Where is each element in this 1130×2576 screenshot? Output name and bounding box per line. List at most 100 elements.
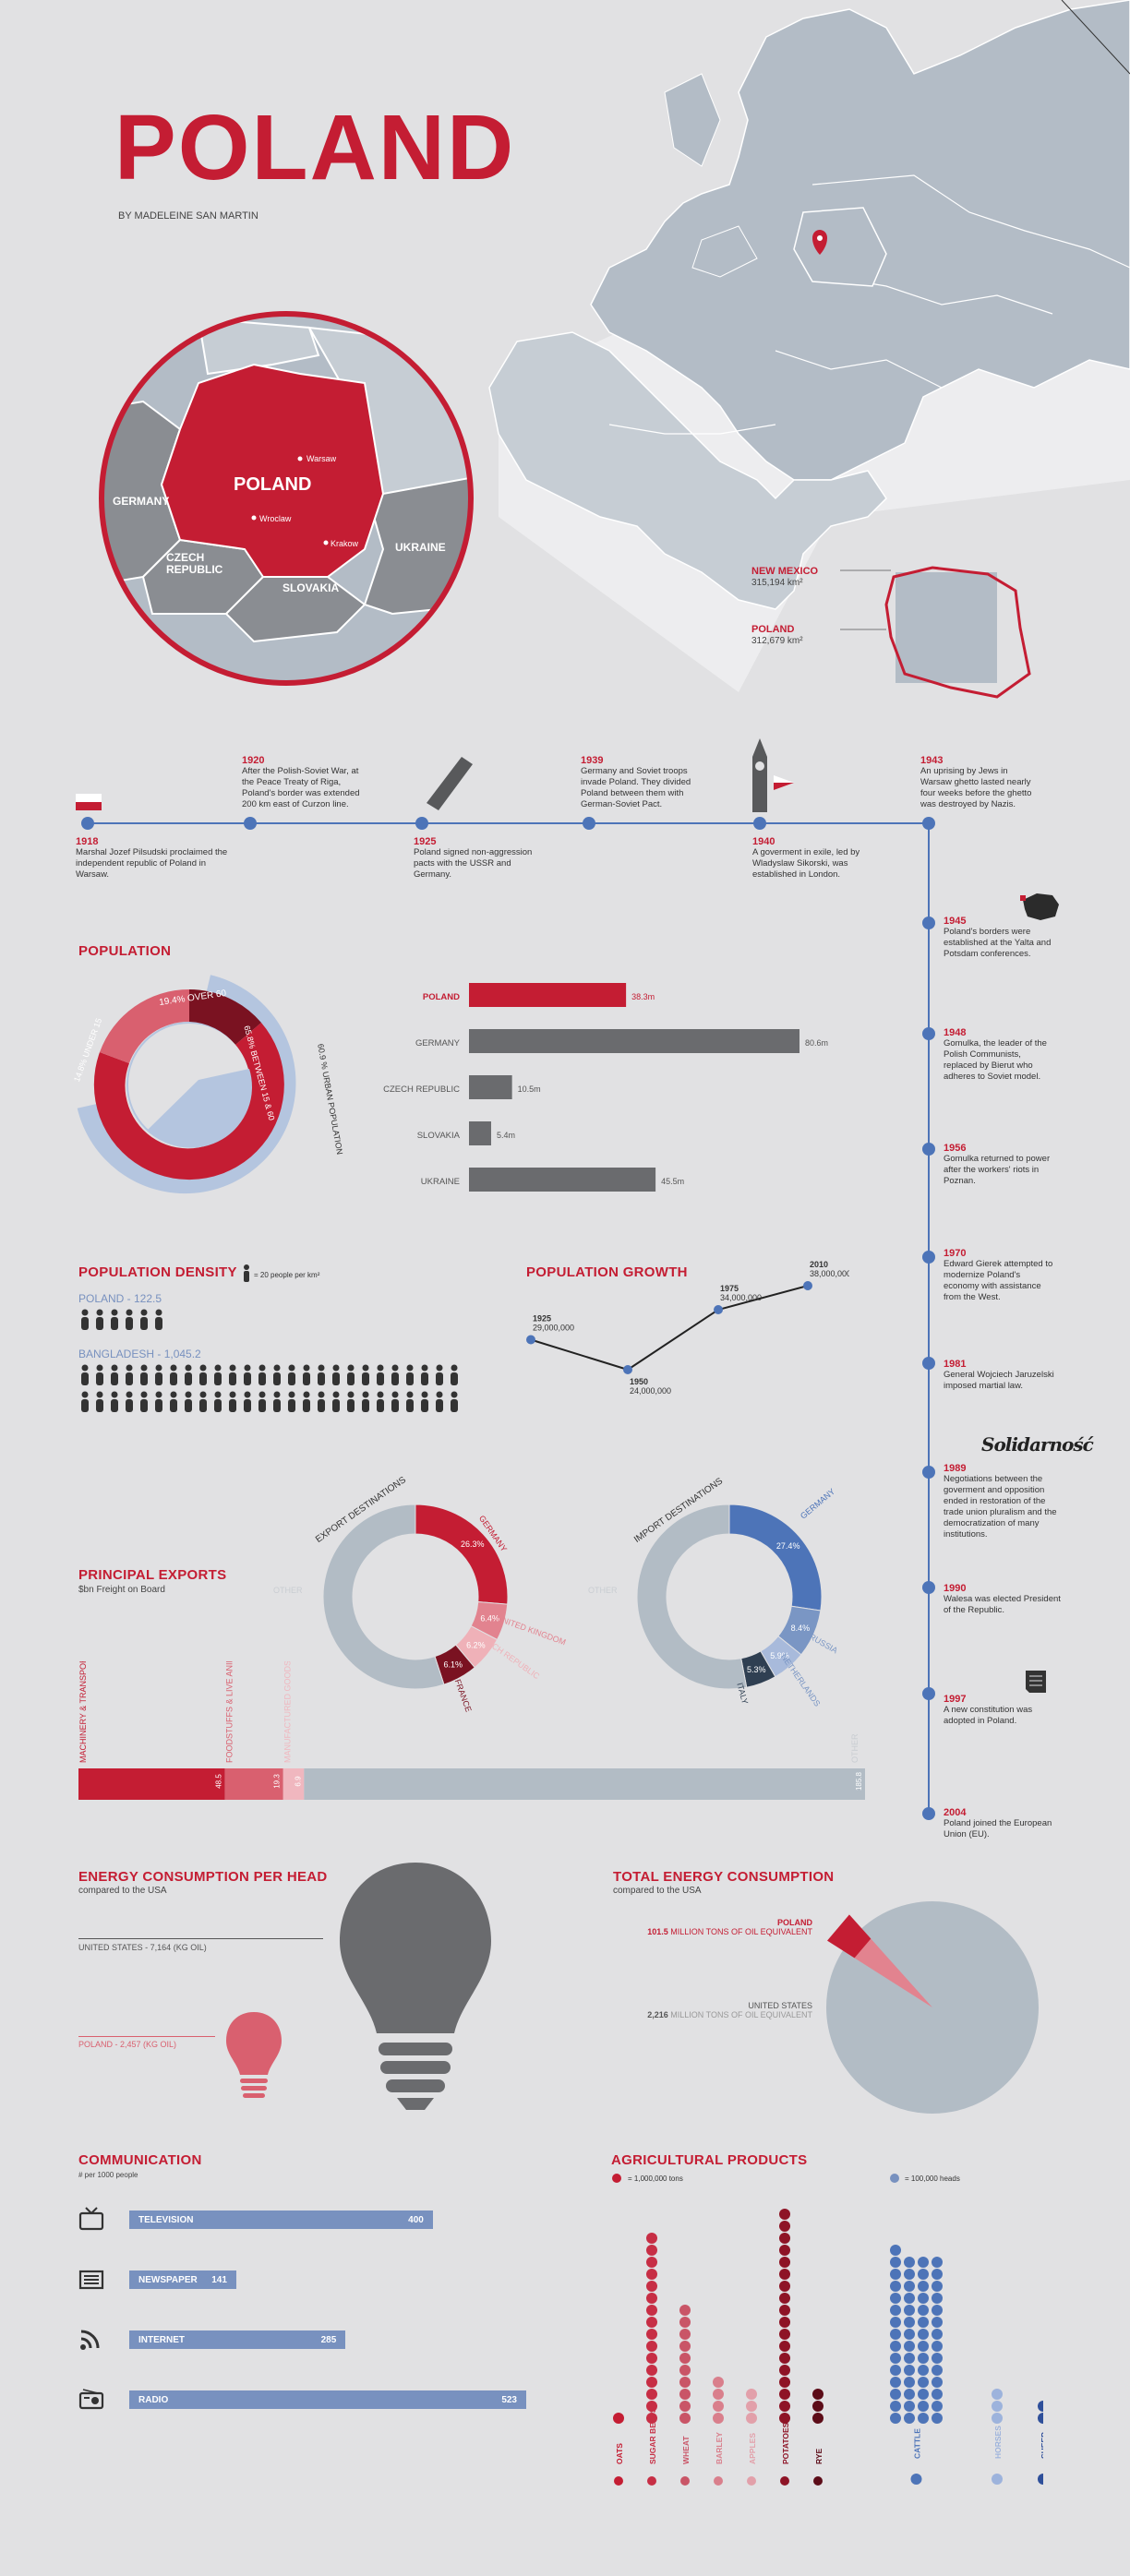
event-year: 1943 <box>920 755 944 766</box>
energy-total-poland-unit: MILLION TONS OF OIL EQUIVALENT <box>670 1927 812 1936</box>
crop-dot <box>646 2257 657 2268</box>
bar-value-label: 80.6m <box>805 1038 828 1048</box>
crop-dot <box>646 2353 657 2364</box>
person-icon <box>214 1364 222 1385</box>
pl-area: 312,679 km² <box>751 636 803 646</box>
agri-title: AGRICULTURAL PRODUCTS <box>611 2152 808 2168</box>
animal-icon <box>1038 2474 1043 2485</box>
animal-dot <box>904 2269 915 2280</box>
animal-dot <box>918 2293 929 2304</box>
crop-dot <box>679 2305 691 2316</box>
crop-icon <box>647 2476 656 2486</box>
animal-dot <box>932 2413 943 2424</box>
crop-dot <box>646 2365 657 2376</box>
energy-head-subtitle: compared to the USA <box>78 1886 167 1896</box>
crop-dot <box>713 2401 724 2412</box>
communication-bar: TELEVISION 400 <box>129 2211 433 2229</box>
bar-category-label: SLOVAKIA <box>417 1131 461 1141</box>
person-icon <box>155 1309 162 1330</box>
animal-label: CATTLE <box>913 2428 922 2459</box>
animal-label: HORSES <box>993 2426 1003 2459</box>
bar-category-label: POLAND <box>423 992 460 1002</box>
population-bar-chart: POLAND 38.3m GERMANY 80.6m CZECH REPUBLIC 10.… <box>383 983 828 1192</box>
animal-dot <box>918 2365 929 2376</box>
crop-dot <box>779 2269 790 2280</box>
energy-total-poland-name: POLAND <box>777 1918 812 1927</box>
energy-total-usa-unit: MILLION TONS OF OIL EQUIVALENT <box>670 2010 812 2019</box>
area-compare-shapes <box>840 566 1031 699</box>
person-icon <box>81 1391 89 1412</box>
energy-total-subtitle: compared to the USA <box>613 1886 702 1896</box>
crop-dot <box>812 2413 823 2424</box>
event-1990: 1990 Walesa was elected President of the … <box>944 1583 1064 1616</box>
communication-bar-label: TELEVISION <box>138 2214 194 2225</box>
byline: BY MADELEINE SAN MARTIN <box>118 210 258 222</box>
animal-dot <box>932 2401 943 2412</box>
person-icon <box>170 1364 177 1385</box>
bar-value-label: 10.5m <box>518 1084 541 1094</box>
poland-energy-callout <box>827 1914 872 1959</box>
person-icon <box>111 1364 118 1385</box>
animal-dot <box>992 2401 1003 2412</box>
animal-dot <box>918 2389 929 2400</box>
event-year: 1925 <box>414 836 437 847</box>
pl-name: POLAND <box>751 624 795 635</box>
tv-icon <box>78 2207 104 2231</box>
map-label-ukraine: UKRAINE <box>395 541 446 554</box>
growth-year-label: 1950 <box>630 1377 648 1386</box>
europe-map <box>488 0 1130 692</box>
energy-total-title: TOTAL ENERGY CONSUMPTION <box>613 1869 835 1885</box>
communication-bar: INTERNET 285 <box>129 2330 346 2349</box>
communication-bar: RADIO 523 <box>129 2390 526 2409</box>
animal-dot <box>918 2317 929 2328</box>
map-label-poland: POLAND <box>234 474 312 495</box>
crop-dot <box>646 2329 657 2340</box>
animal-dot <box>904 2365 915 2376</box>
crop-dot <box>779 2209 790 2220</box>
page-title: POLAND <box>114 96 516 199</box>
animal-label: SHEEP <box>1040 2432 1043 2459</box>
poland-silhouette-icon <box>1020 893 1059 920</box>
person-icon <box>273 1364 281 1385</box>
person-icon <box>81 1364 89 1385</box>
energy-poland-line <box>78 2036 215 2037</box>
animal-dot <box>890 2401 901 2412</box>
animal-dot <box>932 2341 943 2352</box>
animal-dot <box>890 2365 901 2376</box>
crop-icon <box>747 2476 756 2486</box>
person-icon <box>406 1364 414 1385</box>
bar <box>469 983 627 1007</box>
stack-category-label: MACHINERY & TRANSPORT EQUIPMENT <box>78 1661 88 1763</box>
crop-dot <box>646 2233 657 2244</box>
event-1920: 1920 After the Polish-Soviet War, at the … <box>242 755 367 810</box>
person-icon <box>214 1391 222 1412</box>
event-2004: 2004 Poland joined the European Union (EU… <box>944 1807 1054 1840</box>
event-text: Germany and Soviet troops invade Poland.… <box>581 766 691 809</box>
person-icon <box>258 1391 266 1412</box>
stack-category-label: MANUFACTURED GOODS (from Unidentified) <box>283 1661 293 1763</box>
animal-dot <box>904 2329 915 2340</box>
legend-dot-red <box>612 2174 621 2183</box>
scroll-icon <box>1026 1671 1046 1693</box>
event-text: Negotiations between the goverment and o… <box>944 1474 1057 1540</box>
animal-dot <box>904 2413 915 2424</box>
crop-dot <box>646 2401 657 2412</box>
stack-segment <box>282 1768 305 1800</box>
animal-dot <box>932 2377 943 2388</box>
crop-dot <box>812 2401 823 2412</box>
crop-dot <box>679 2377 691 2388</box>
growth-value-label: 38,000,000 <box>810 1269 849 1278</box>
event-text: Marshal Jozef Pilsudski proclaimed the i… <box>76 847 228 880</box>
crop-label: APPLES <box>748 2433 757 2464</box>
person-icon <box>362 1391 369 1412</box>
person-icon <box>391 1391 399 1412</box>
person-icon <box>436 1391 443 1412</box>
stack-category-label: FOODSTUFFS & LIVE ANIMALS <box>225 1661 234 1763</box>
energy-total-poland-value: 101.5 <box>647 1927 668 1936</box>
animal-dot <box>1038 2401 1043 2412</box>
donut-slice <box>415 1504 509 1605</box>
animal-dot <box>890 2305 901 2316</box>
crop-dot <box>646 2245 657 2256</box>
bar-value-label: 38.3m <box>631 992 655 1001</box>
